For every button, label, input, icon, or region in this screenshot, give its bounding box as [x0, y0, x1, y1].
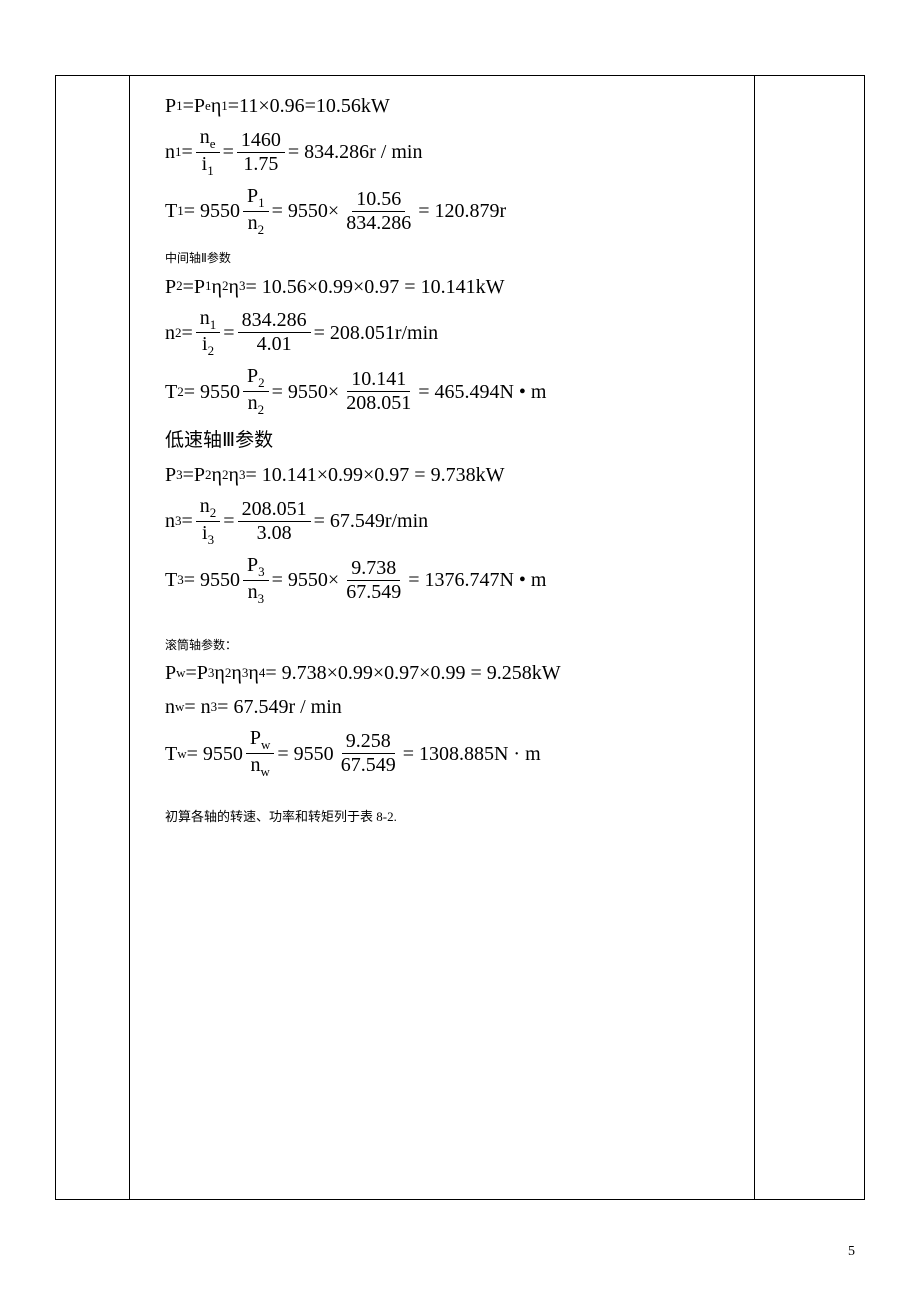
main-content-column: P1=Peη1=11×0.96=10.56kW n1 = nei1 = 1460… [130, 76, 755, 1199]
eq-P1: P1=Peη1=11×0.96=10.56kW [165, 92, 734, 120]
footer-note: 初算各轴的转速、功率和转矩列于表 8-2. [165, 808, 734, 826]
eq-P2: P2 = P1η2η3 = 10.56×0.99×0.97 = 10.141kW [165, 273, 734, 301]
eq-Pw: Pw = P3η2η3η4 = 9.738×0.99×0.97×0.99 = 9… [165, 659, 734, 687]
label-shaft3: 低速轴Ⅲ参数 [165, 428, 734, 455]
eq-T3: T3 = 9550 P3n3 = 9550× 9.73867.549 = 137… [165, 554, 734, 607]
label-drum: 滚筒轴参数： [165, 637, 734, 654]
eq-P3: P3 = P2η2η3 = 10.141×0.99×0.97 = 9.738kW [165, 461, 734, 489]
eq-T1: T1 = 9550 P1n2 = 9550× 10.56834.286 = 12… [165, 185, 734, 238]
left-margin-column [55, 76, 130, 1199]
label-shaft2: 中间轴Ⅱ参数 [165, 250, 734, 267]
eq-n2: n2 = n1i2 = 834.2864.01 = 208.051r/min [165, 307, 734, 360]
eq-T2: T2 = 9550 P2n2 = 9550× 10.141208.051 = 4… [165, 365, 734, 418]
page-number: 5 [848, 1244, 855, 1260]
right-margin-column [755, 76, 865, 1199]
eq-Tw: Tw = 9550 Pwnw = 9550 9.25867.549 = 1308… [165, 727, 734, 780]
page-frame: P1=Peη1=11×0.96=10.56kW n1 = nei1 = 1460… [55, 75, 865, 1200]
eq-n1: n1 = nei1 = 14601.75 = 834.286r / min [165, 126, 734, 179]
eq-nw: nw = n3 = 67.549r / min [165, 693, 734, 721]
eq-n3: n3 = n2i3 = 208.0513.08 = 67.549r/min [165, 495, 734, 548]
